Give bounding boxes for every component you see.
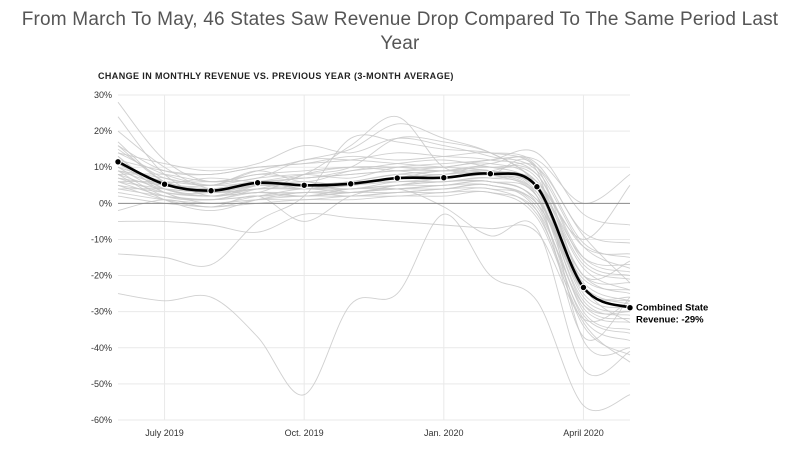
y-tick-label: 30% [94, 90, 112, 100]
state-line [117, 156, 631, 323]
x-tick-label: Jan. 2020 [424, 428, 464, 438]
combined-revenue-point [253, 179, 262, 187]
state-line [117, 213, 631, 412]
combined-revenue-point [114, 158, 122, 166]
combined-revenue-point [579, 283, 588, 292]
state-line [117, 162, 631, 280]
y-tick-label: 20% [94, 126, 112, 136]
combined-revenue-point [486, 170, 495, 178]
y-tick-label: -20% [91, 271, 112, 281]
combined-revenue-point [207, 186, 215, 195]
x-tick-label: July 2019 [145, 428, 184, 438]
y-tick-label: -50% [91, 379, 112, 389]
combined-revenue-point [440, 173, 448, 182]
x-tick-label: Oct. 2019 [285, 428, 324, 438]
combined-revenue-point [300, 181, 308, 189]
state-line [117, 180, 631, 291]
state-line [117, 213, 631, 322]
y-tick-label: -10% [91, 234, 112, 244]
y-tick-label: -60% [91, 415, 112, 425]
combined-revenue-point [533, 183, 541, 191]
state-line [117, 188, 631, 377]
combined-series [114, 158, 634, 312]
y-axis-ticks: 30% 20% 10% 0% -10% -20% -30% -40% -50% -60% [91, 90, 112, 425]
y-tick-label: 10% [94, 162, 112, 172]
y-tick-label: -30% [91, 307, 112, 317]
combined-revenue-point [626, 303, 634, 312]
x-tick-label: April 2020 [563, 428, 604, 438]
state-line [117, 187, 631, 302]
state-lines [117, 101, 631, 412]
combined-revenue-point [393, 174, 401, 182]
state-line [117, 145, 631, 244]
annotation-label: Combined State [636, 303, 708, 314]
chart-subtitle: CHANGE IN MONTHLY REVENUE VS. PREVIOUS Y… [98, 71, 454, 81]
x-axis-ticks: July 2019 Oct. 2019 Jan. 2020 April 2020 [145, 428, 603, 438]
grid-lines [118, 94, 630, 421]
chart-title: From March To May, 46 States Saw Revenue… [21, 9, 779, 54]
combined-revenue-point [160, 180, 169, 188]
state-line [117, 134, 631, 267]
y-tick-label: 0% [99, 198, 112, 208]
combined-revenue-point [347, 180, 355, 188]
y-tick-label: -40% [91, 343, 112, 353]
annotation-label: Revenue: -29% [636, 315, 704, 326]
state-line [117, 184, 631, 334]
state-line [117, 137, 631, 269]
